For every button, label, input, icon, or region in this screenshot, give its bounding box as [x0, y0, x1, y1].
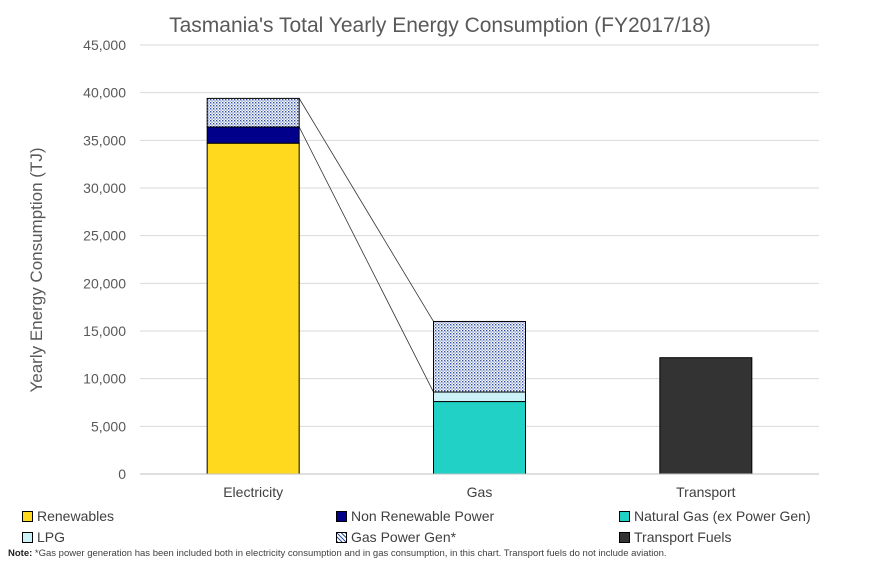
bar-segment-gas-power-gen--gas — [433, 320, 526, 393]
connector-line — [298, 98, 434, 322]
legend-item: Natural Gas (ex Power Gen) — [619, 506, 872, 526]
legend-item: Gas Power Gen* — [336, 527, 619, 547]
legend-label: Natural Gas (ex Power Gen) — [634, 508, 811, 524]
y-tick-label: 15,000 — [83, 323, 126, 339]
legend-swatch — [619, 510, 630, 522]
legend-item: LPG — [22, 527, 336, 547]
connector-line — [298, 126, 434, 393]
legend: Renewables Non Renewable Power Natural Gas… — [22, 506, 872, 547]
y-tick-label: 5,000 — [91, 418, 126, 434]
y-tick-label: 25,000 — [83, 228, 126, 244]
y-axis-label: Yearly Energy Consumption (TJ) — [27, 147, 46, 392]
legend-swatch — [619, 531, 630, 543]
y-tick-label: 0 — [118, 466, 126, 482]
legend-swatch — [22, 531, 33, 543]
x-tick-label: Transport — [676, 484, 736, 500]
legend-label: Renewables — [37, 508, 115, 524]
legend-item: Renewables — [22, 506, 336, 526]
bars — [206, 97, 753, 475]
note-text: *Gas power generation has been included … — [34, 548, 667, 559]
x-tick-label: Gas — [467, 484, 493, 500]
y-tick-label: 10,000 — [83, 371, 126, 387]
y-tick-label: 45,000 — [83, 37, 126, 53]
bar-segment-lpg-gas — [433, 391, 526, 403]
y-tick-label: 30,000 — [83, 180, 126, 196]
bar-segment-non-renewable-power-electricity — [206, 126, 300, 144]
legend-label: Transport Fuels — [634, 529, 732, 545]
x-axis-ticks: Electricity Gas Transport — [223, 484, 735, 500]
footnote: Note: *Gas power generation has been inc… — [8, 548, 876, 559]
y-tick-label: 20,000 — [83, 275, 126, 291]
legend-swatch — [22, 510, 33, 522]
legend-swatch — [336, 510, 347, 522]
y-tick-label: 40,000 — [83, 85, 126, 101]
chart-title: Tasmania's Total Yearly Energy Consumpti… — [169, 14, 711, 37]
bar-segment-transport-fuels-transport — [659, 357, 753, 475]
legend-label: LPG — [37, 529, 66, 545]
legend-label: Gas Power Gen* — [351, 529, 457, 545]
legend-item: Transport Fuels — [619, 527, 872, 547]
x-tick-label: Electricity — [223, 484, 283, 500]
legend-swatch — [336, 531, 347, 543]
legend-item: Non Renewable Power — [336, 506, 619, 526]
connector-lines — [298, 98, 434, 393]
y-tick-label: 35,000 — [83, 132, 126, 148]
note-label: Note: — [8, 548, 33, 559]
stacked-bar-chart: Tasmania's Total Yearly Energy Consumpti… — [27, 14, 819, 500]
bar-segment-renewables-electricity — [206, 142, 300, 475]
bar-segment-natural-gas-ex-power-gen--gas — [433, 401, 526, 475]
legend-label: Non Renewable Power — [351, 508, 495, 524]
y-axis-ticks: 0 5,000 10,000 15,000 20,000 25,000 30,000 35,0… — [83, 37, 126, 482]
bar-segment-gas-power-gen--electricity — [206, 97, 300, 128]
